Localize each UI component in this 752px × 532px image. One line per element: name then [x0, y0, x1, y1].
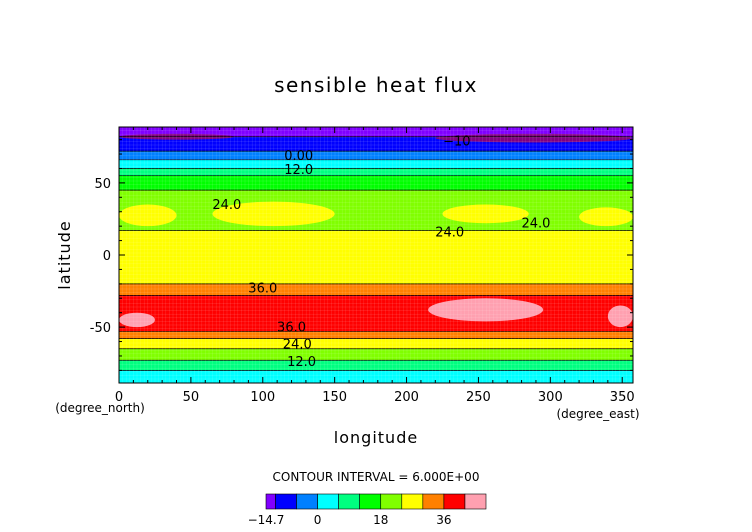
contour-region-6 [607, 305, 633, 328]
contour-region-5 [428, 298, 544, 322]
colorbar [265, 493, 487, 510]
x-unit-label: (degree_east) [556, 407, 639, 421]
zonal-band-14 [119, 370, 633, 383]
zonal-band-11 [119, 338, 633, 349]
colorbar-swatch [338, 493, 360, 510]
x-axis-label: longitude [334, 428, 418, 447]
colorbar-label: −14.7 [248, 513, 285, 527]
colorbar-swatch [443, 493, 466, 510]
contour-label: 24.0 [212, 198, 241, 213]
zonal-band-5 [119, 175, 633, 191]
y-tick-label: 0 [103, 249, 111, 264]
zonal-band-0 [119, 127, 633, 137]
contour-label: 12.0 [284, 163, 313, 178]
colorbar-label: 0 [314, 513, 322, 527]
x-tick-label: 50 [183, 390, 200, 405]
contour-region-0 [119, 204, 177, 227]
zonal-band-3 [119, 159, 633, 169]
zonal-band-9 [119, 295, 633, 332]
zonal-band-12 [119, 348, 633, 361]
contour-region-4 [119, 312, 155, 328]
zonal-band-4 [119, 168, 633, 176]
contour-region-1 [212, 201, 335, 227]
contour-label: 36.0 [248, 281, 277, 296]
x-tick-label: 200 [394, 390, 419, 405]
plot-area [119, 127, 633, 383]
zonal-band-7 [119, 230, 633, 284]
zonal-band-2 [119, 151, 633, 160]
x-tick-label: 100 [250, 390, 275, 405]
y-axis-ticks: -50 0 50 [90, 139, 633, 371]
y-tick-label: -50 [90, 321, 111, 336]
contour-region-2 [442, 204, 529, 224]
x-tick-label: 250 [466, 390, 491, 405]
colorbar-label: 18 [373, 513, 388, 527]
contour-label: −10 [443, 134, 470, 149]
colorbar-label: 36 [436, 513, 451, 527]
contour-interval-label: CONTOUR INTERVAL = 6.000E+00 [273, 470, 480, 484]
chart-title: sensible heat flux [274, 73, 478, 97]
zonal-band-8 [119, 283, 633, 296]
colorbar-swatch [359, 493, 382, 510]
zonal-band-10 [119, 331, 633, 339]
colorbar-swatch [317, 493, 339, 510]
contour-label: 24.0 [435, 225, 464, 240]
zonal-band-6 [119, 190, 633, 231]
y-unit-label: (degree_north) [55, 401, 145, 415]
contour-label: 24.0 [283, 338, 312, 353]
contour-label: 36.0 [277, 320, 306, 335]
x-axis-ticks: 0 50 100 150 200 250 300 350 [115, 127, 635, 405]
contour-label: 24.0 [521, 217, 550, 232]
colorbar-swatch [296, 493, 318, 510]
contour-label: 12.0 [287, 355, 316, 370]
y-tick-label: 50 [94, 177, 111, 192]
x-tick-label: 0 [115, 390, 123, 405]
x-tick-label: 350 [610, 390, 635, 405]
contour-region-3 [579, 207, 633, 227]
contour-label: 0.00 [284, 149, 313, 164]
zonal-band-13 [119, 360, 633, 371]
colorbar-swatch [380, 493, 403, 510]
colorbar-swatch [464, 493, 487, 510]
x-tick-label: 300 [538, 390, 563, 405]
colorbar-swatch [265, 493, 276, 510]
colorbar-labels: −14.7 0 18 36 [248, 513, 452, 527]
colorbar-swatch [275, 493, 297, 510]
colorbar-swatch [401, 493, 424, 510]
x-tick-label: 150 [322, 390, 347, 405]
contour-region-8 [435, 133, 633, 143]
colorbar-swatch [422, 493, 445, 510]
y-axis-label: latitude [55, 220, 74, 289]
